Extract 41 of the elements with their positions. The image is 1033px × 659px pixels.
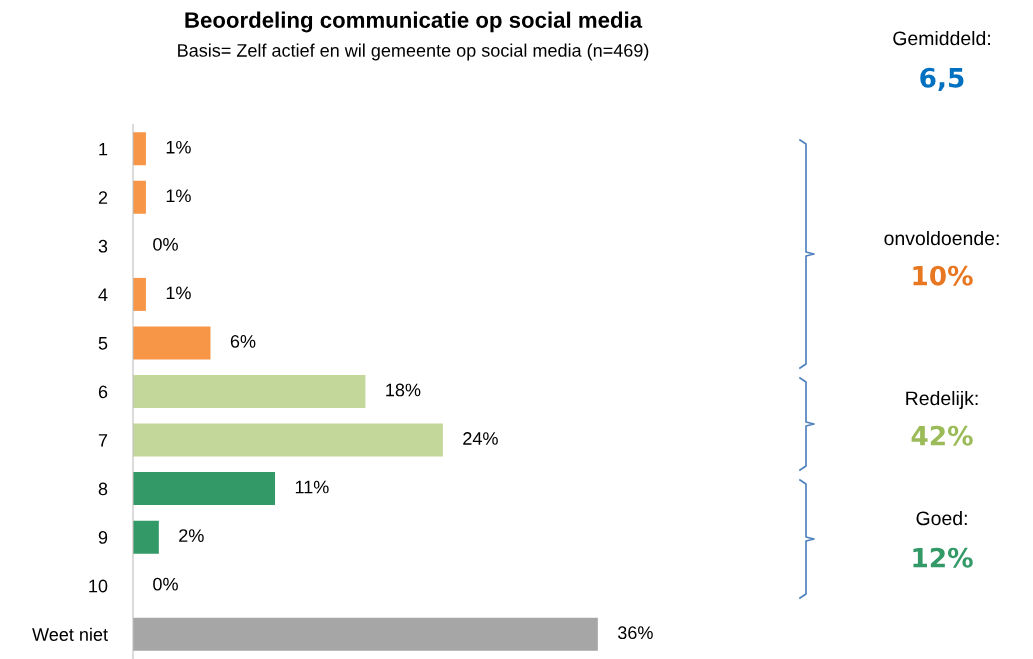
text: Redelijk: [906,390,978,410]
bar [133,180,146,214]
y-tick-label: 2 [98,191,108,204]
data-label: 2% [179,529,204,542]
data-label: 24% [463,432,498,445]
data-label: 1% [166,286,191,300]
chart-subtitle: Basis= Zelf actief en wil gemeente op social media (n=469) [178,43,649,61]
data-label: 36% [617,626,653,640]
text: Goed: [916,510,967,526]
data-label: 11% [295,480,329,494]
y-tick-label: 1 [99,142,108,156]
bar [133,472,276,506]
y-tick-label: 8 [98,482,108,496]
data-label: 1% [166,189,191,203]
text: 42% [911,425,973,446]
bar [133,326,211,360]
chart-title: Beoordeling communicatie op social media [185,11,643,33]
data-label: 0% [153,577,178,591]
text: 12% [913,547,973,568]
y-tick-label: 3 [98,239,108,253]
text: onvoldoende: [884,230,999,246]
data-label: 6% [230,335,256,348]
bar [133,520,159,554]
y-tick-label: 4 [98,288,108,301]
y-tick-label: Weet niet [32,627,108,641]
data-label: 18% [386,383,421,397]
data-label: 1% [166,140,191,154]
bar [133,617,598,651]
bar [133,423,443,457]
text: Gemiddeld: [893,30,990,46]
data-label: 0% [153,237,178,251]
y-tick-label: 6 [98,385,108,399]
y-tick-label: 7 [98,434,108,447]
y-tick-label: 9 [98,531,108,544]
text: 10% [913,265,973,286]
y-tick-label: 5 [98,337,108,350]
text: 6,5 [920,67,964,92]
y-tick-label: 10 [89,579,108,593]
bar [133,374,366,409]
bar [133,277,146,311]
bar [133,132,146,166]
